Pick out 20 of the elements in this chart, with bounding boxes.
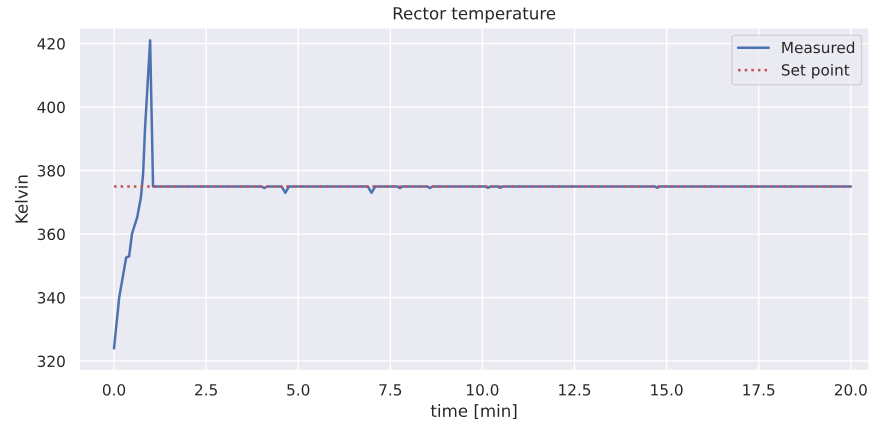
legend-label: Set point: [782, 64, 850, 79]
x-tick-label: 15.0: [651, 384, 683, 396]
x-axis-title: time [min]: [430, 404, 516, 420]
x-tick-label: 7.5: [379, 384, 402, 396]
x-tick-label: 20.0: [834, 384, 867, 396]
y-tick-label: 400: [37, 102, 65, 114]
y-tick-label: 340: [38, 292, 65, 304]
chart-title: Rector temperature: [394, 7, 556, 23]
y-tick-label: 320: [38, 356, 65, 368]
y-tick-label: 380: [38, 165, 65, 177]
x-tick-label: 5.0: [287, 384, 310, 396]
x-tick-label: 0.0: [102, 384, 126, 396]
legend-label: Measured: [782, 41, 854, 54]
x-tick-label: 10.0: [467, 384, 498, 396]
y-tick-label: 420: [37, 38, 65, 50]
x-tick-label: 17.5: [743, 384, 774, 396]
x-tick-label: 12.5: [559, 384, 590, 396]
x-tick-label: 2.5: [195, 384, 217, 396]
y-tick-label: 360: [38, 228, 65, 240]
y-axis-title: Kelvin: [14, 176, 28, 223]
